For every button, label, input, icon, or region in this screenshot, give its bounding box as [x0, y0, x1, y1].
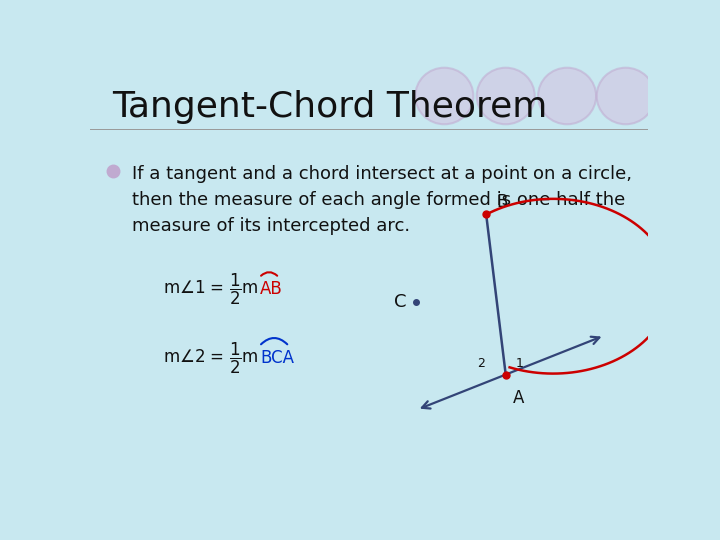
Text: C: C	[394, 293, 406, 311]
Text: BCA: BCA	[260, 349, 294, 367]
Text: A: A	[513, 389, 523, 407]
Text: Tangent-Chord Theorem: Tangent-Chord Theorem	[112, 90, 548, 124]
Text: B: B	[496, 193, 508, 211]
Text: m$\angle$2 = $\dfrac{1}{2}$m: m$\angle$2 = $\dfrac{1}{2}$m	[163, 340, 258, 375]
Ellipse shape	[415, 68, 473, 124]
Ellipse shape	[597, 68, 654, 124]
Text: If a tangent and a chord intersect at a point on a circle,
then the measure of e: If a tangent and a chord intersect at a …	[132, 165, 632, 235]
Text: AB: AB	[260, 280, 283, 298]
Ellipse shape	[538, 68, 596, 124]
Text: 2: 2	[477, 357, 485, 370]
Text: 1: 1	[516, 356, 523, 369]
Ellipse shape	[477, 68, 535, 124]
Text: m$\angle$1 = $\dfrac{1}{2}$m: m$\angle$1 = $\dfrac{1}{2}$m	[163, 272, 258, 307]
